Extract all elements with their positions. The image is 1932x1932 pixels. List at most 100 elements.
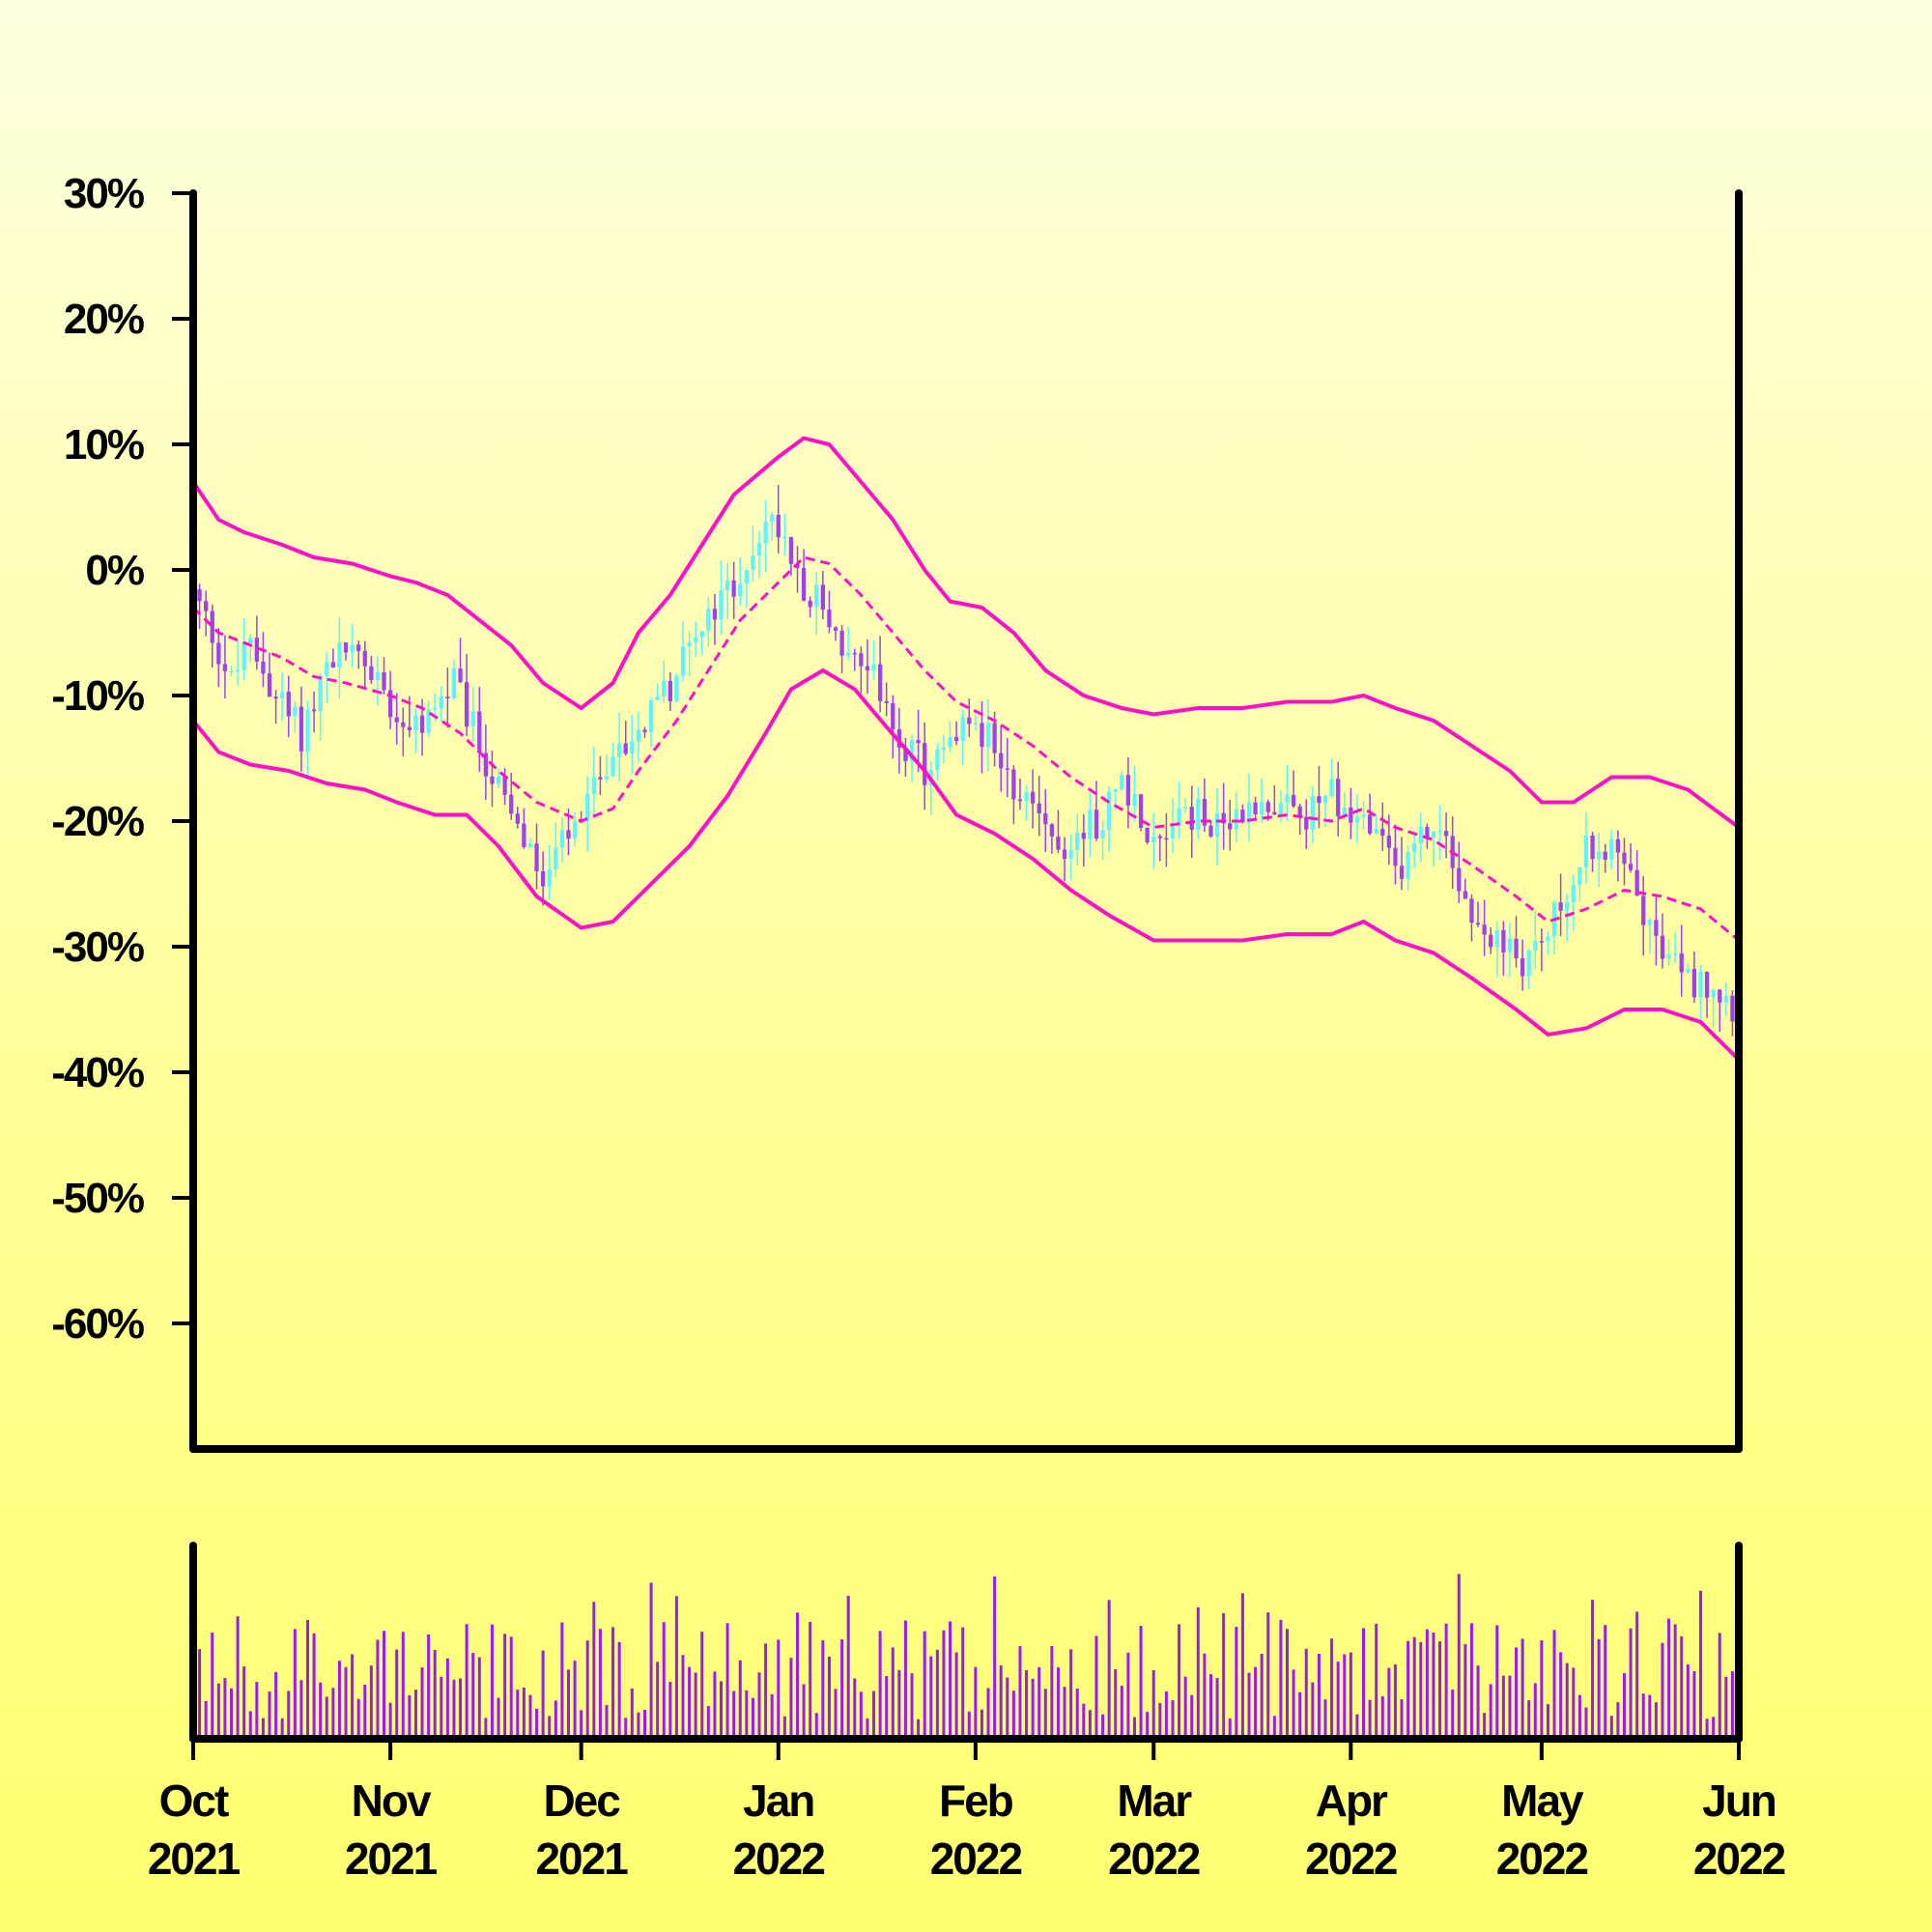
candle-body bbox=[439, 696, 443, 709]
volume-bar bbox=[1228, 1718, 1232, 1739]
volume-bar bbox=[369, 1665, 373, 1739]
candle-body bbox=[356, 644, 361, 651]
candle-body bbox=[1304, 816, 1309, 830]
volume-bar bbox=[1006, 1677, 1009, 1739]
candle-body bbox=[470, 711, 475, 727]
volume-bar bbox=[280, 1718, 284, 1739]
x-tick-label-month: Oct bbox=[159, 1776, 229, 1826]
candle-body bbox=[1322, 795, 1328, 804]
tick-labels: 30% 20% 10% 0% -10% -20% -30% -40% -50% -60% Oct 20… bbox=[51, 170, 1786, 1884]
volume-bar bbox=[1114, 1668, 1118, 1739]
volume-bar bbox=[1380, 1695, 1384, 1739]
volume-bar bbox=[1120, 1686, 1123, 1739]
volume-bar bbox=[834, 1689, 838, 1739]
candle-body bbox=[464, 682, 469, 727]
candle-body bbox=[1157, 836, 1162, 838]
candle-body bbox=[1425, 827, 1430, 838]
candle-body bbox=[293, 706, 298, 717]
candle-body bbox=[674, 675, 679, 701]
x-tick-label-month: Apr bbox=[1316, 1776, 1388, 1826]
volume-bar bbox=[230, 1688, 234, 1739]
candle-body bbox=[369, 666, 374, 680]
volume-bar bbox=[917, 1719, 921, 1739]
volume-bar bbox=[1304, 1648, 1308, 1739]
volume-bar bbox=[1546, 1704, 1549, 1739]
candle-body bbox=[935, 750, 940, 771]
candle-body bbox=[325, 662, 329, 676]
candle-body bbox=[1660, 935, 1665, 959]
volume-bar bbox=[935, 1649, 939, 1739]
volume-bar bbox=[465, 1624, 469, 1739]
candle-body bbox=[604, 776, 610, 780]
volume-bar bbox=[1520, 1638, 1524, 1739]
candle-body bbox=[1017, 799, 1023, 802]
y-tick-label: 0% bbox=[85, 547, 143, 594]
volume-bar bbox=[1584, 1707, 1588, 1739]
volume-bar bbox=[910, 1673, 914, 1739]
candle-body bbox=[1609, 838, 1614, 860]
candle-body bbox=[808, 600, 812, 608]
volume-bar bbox=[573, 1661, 577, 1739]
candle-body bbox=[1113, 789, 1118, 792]
candle-body bbox=[222, 664, 228, 671]
volume-bar bbox=[413, 1690, 417, 1739]
candle-body bbox=[1590, 835, 1595, 860]
candle-body bbox=[1342, 807, 1347, 816]
volume-bar bbox=[1609, 1716, 1613, 1739]
volume-bar bbox=[1730, 1671, 1734, 1739]
volume-bar bbox=[891, 1647, 895, 1739]
volume-bar bbox=[1680, 1635, 1684, 1739]
candle-body bbox=[630, 741, 635, 754]
volume-bar bbox=[204, 1700, 208, 1739]
candles bbox=[190, 484, 1742, 1037]
candle-body bbox=[985, 723, 991, 748]
volume-bar bbox=[1031, 1678, 1035, 1739]
candle-body bbox=[833, 627, 838, 631]
candle-body bbox=[756, 543, 762, 556]
candle-body bbox=[1196, 799, 1201, 831]
bollinger-middle-line bbox=[191, 555, 1740, 942]
volume-bar bbox=[1604, 1625, 1607, 1739]
candle-body bbox=[712, 609, 718, 620]
candle-body bbox=[1374, 829, 1378, 834]
candle-body bbox=[318, 675, 323, 712]
candle-body bbox=[1234, 810, 1238, 830]
candle-body bbox=[1679, 953, 1684, 973]
volume-bar bbox=[1222, 1612, 1226, 1739]
candle-body bbox=[1317, 796, 1321, 804]
volume-bar bbox=[1240, 1593, 1244, 1739]
candle-body bbox=[1240, 810, 1245, 823]
candle-body bbox=[706, 609, 711, 632]
x-tick-label-year: 2021 bbox=[535, 1833, 628, 1884]
candle-body bbox=[375, 671, 381, 680]
volume-bar bbox=[548, 1716, 552, 1739]
candle-body bbox=[1469, 898, 1474, 923]
candle-body bbox=[1393, 847, 1398, 867]
candle-body bbox=[286, 692, 291, 717]
volume-bar bbox=[942, 1630, 946, 1739]
y-tick-label: -20% bbox=[51, 798, 144, 845]
volume-bar bbox=[401, 1632, 405, 1739]
volume-bar bbox=[954, 1652, 958, 1739]
volume-bar bbox=[1629, 1628, 1633, 1739]
volume-bar bbox=[1463, 1643, 1467, 1739]
volume-bars bbox=[191, 1574, 1741, 1739]
candle-body bbox=[1533, 941, 1538, 952]
volume-bar bbox=[903, 1620, 907, 1739]
candle-body bbox=[330, 662, 335, 668]
x-tick-label-month: Mar bbox=[1117, 1776, 1192, 1826]
candle-body bbox=[273, 696, 278, 699]
candle-body bbox=[909, 740, 915, 761]
volume-bar bbox=[840, 1639, 844, 1739]
candle-body bbox=[1437, 831, 1442, 833]
candle-body bbox=[960, 717, 965, 741]
candle-body bbox=[1265, 802, 1270, 812]
y-tick-label: 30% bbox=[64, 170, 144, 217]
candle-body bbox=[1030, 791, 1036, 804]
candle-body bbox=[788, 536, 794, 564]
volume-bar bbox=[1126, 1652, 1130, 1739]
candle-body bbox=[566, 830, 571, 839]
x-tick-label-month: Dec bbox=[543, 1776, 620, 1826]
volume-bar bbox=[796, 1612, 800, 1739]
